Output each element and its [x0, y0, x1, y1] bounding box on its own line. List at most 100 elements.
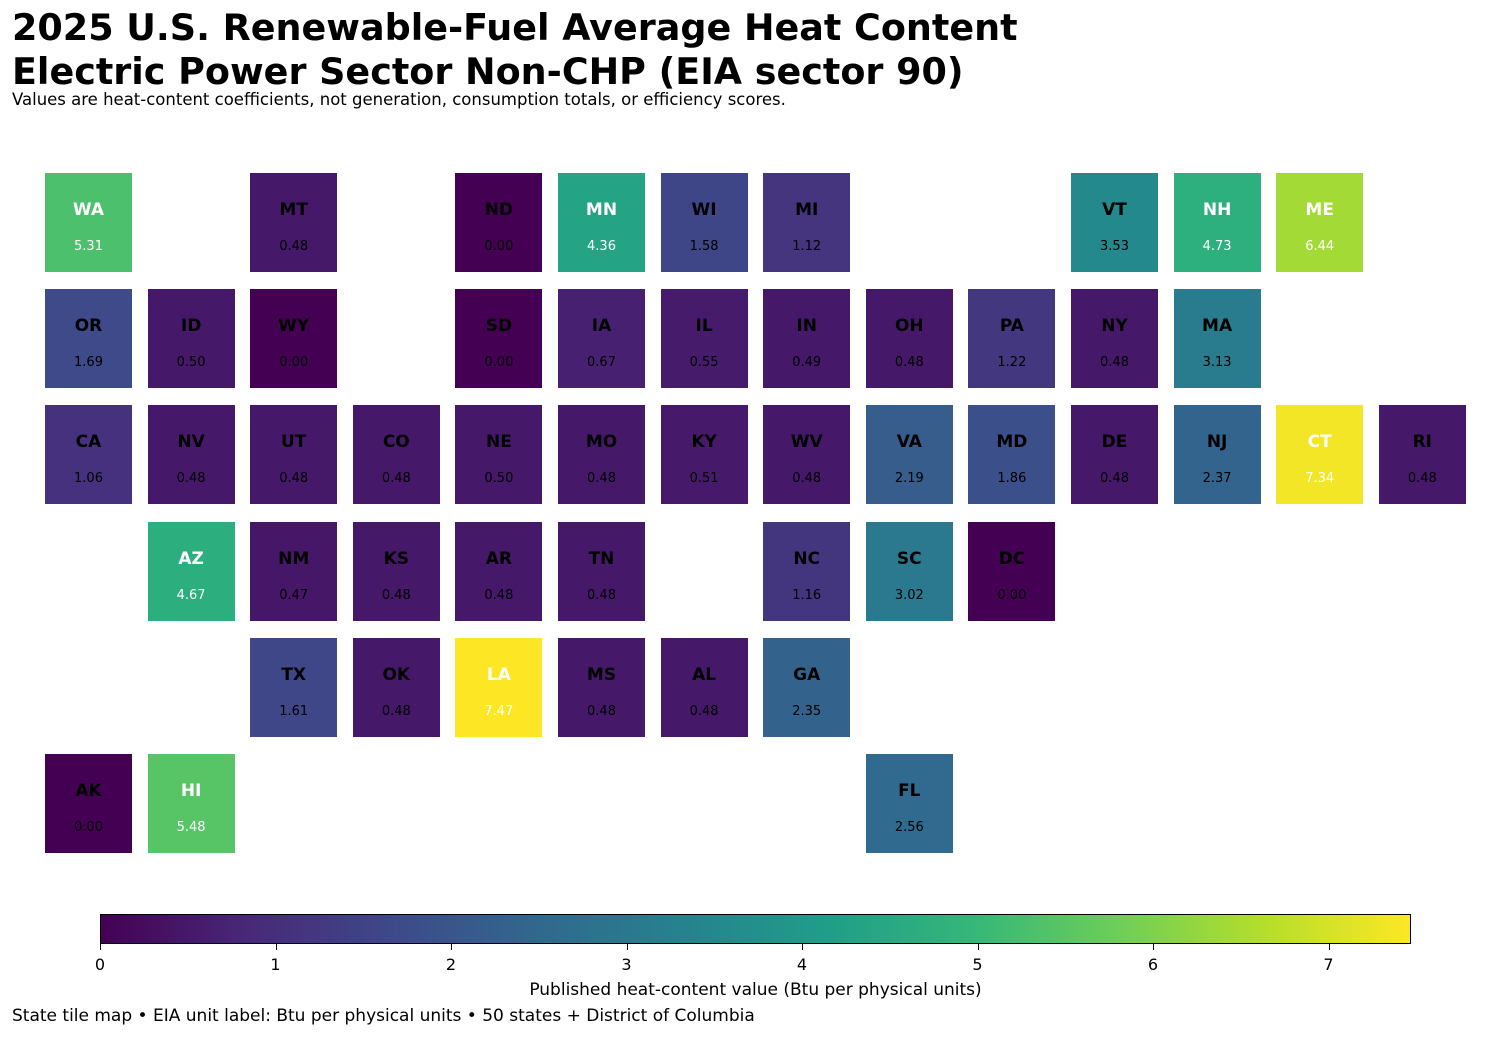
state-value: 0.48 — [484, 587, 514, 603]
state-value: 0.48 — [894, 355, 924, 371]
state-value: 0.48 — [279, 471, 309, 487]
state-value: 0.55 — [689, 355, 719, 371]
state-value: 6.44 — [1305, 239, 1335, 254]
state-tile-ia: IA 0.67 — [558, 289, 645, 389]
state-tile-ma: MA 3.13 — [1173, 289, 1261, 389]
state-tile-va: VA 2.19 — [865, 405, 953, 505]
state-value: 0.48 — [587, 703, 616, 719]
chart-title-line-2: Electric Power Sector Non-CHP (EIA secto… — [12, 50, 964, 93]
state-tile-hi: HI 5.48 — [147, 754, 235, 853]
state-value: 0.67 — [587, 355, 616, 371]
state-value: 4.67 — [176, 587, 206, 603]
state-value: 1.12 — [792, 239, 822, 254]
colorbar-tick — [100, 944, 101, 950]
state-abbr: MN — [585, 200, 618, 220]
state-abbr: VA — [896, 432, 922, 453]
state-abbr: SC — [896, 548, 922, 569]
state-abbr: WI — [691, 200, 717, 220]
state-abbr: CT — [1307, 432, 1332, 453]
state-value: 5.48 — [176, 820, 206, 835]
state-abbr: ND — [484, 200, 514, 220]
state-value: 1.22 — [997, 355, 1027, 371]
state-abbr: NC — [793, 548, 821, 569]
state-tile-co: CO 0.48 — [352, 405, 440, 505]
state-value: 1.69 — [74, 355, 103, 371]
state-value: 0.00 — [484, 239, 514, 254]
state-abbr: KY — [691, 432, 717, 453]
state-tile-ne: NE 0.50 — [455, 405, 543, 505]
chart-title-line-1: 2025 U.S. Renewable-Fuel Average Heat Co… — [12, 6, 1018, 49]
state-abbr: VT — [1102, 200, 1127, 220]
state-value: 2.35 — [792, 703, 822, 719]
colorbar-tick-label: 1 — [270, 955, 281, 974]
state-abbr: AK — [75, 781, 102, 801]
state-value: 1.16 — [792, 587, 822, 603]
state-abbr: GA — [793, 664, 821, 685]
colorbar-tick-label: 6 — [1147, 955, 1159, 974]
state-abbr: AR — [485, 548, 513, 569]
state-tile-nc: NC 1.16 — [763, 521, 851, 621]
colorbar-tick — [275, 944, 277, 950]
state-value: 0.50 — [484, 471, 514, 487]
state-tile-ky: KY 0.51 — [660, 405, 748, 505]
state-abbr: PA — [999, 316, 1024, 337]
state-abbr: NM — [278, 548, 310, 569]
state-tile-sd: SD 0.00 — [455, 289, 543, 389]
state-abbr: MA — [1202, 316, 1233, 337]
state-value: 0.48 — [792, 471, 822, 487]
state-abbr: OK — [382, 664, 411, 685]
state-abbr: CO — [382, 432, 410, 453]
state-abbr: KS — [383, 548, 409, 569]
state-tile-ca: CA 1.06 — [45, 405, 132, 505]
state-tile-tn: TN 0.48 — [558, 521, 645, 621]
colorbar-tick — [1153, 944, 1154, 950]
state-value: 0.48 — [279, 239, 309, 254]
state-tile-ak: AK 0.00 — [45, 754, 132, 853]
state-abbr: UT — [280, 432, 307, 453]
colorbar-tick-label: 2 — [445, 955, 457, 974]
state-abbr: MI — [795, 200, 819, 220]
state-value: 2.56 — [894, 820, 924, 835]
state-tile-nh: NH 4.73 — [1173, 173, 1261, 272]
state-tile-al: AL 0.48 — [660, 637, 748, 737]
state-value: 0.00 — [484, 355, 514, 371]
state-value: 1.06 — [74, 471, 103, 487]
state-tile-il: IL 0.55 — [660, 289, 748, 389]
state-abbr: MS — [586, 664, 617, 685]
colorbar-tick — [1328, 944, 1330, 950]
state-abbr: AZ — [178, 548, 204, 569]
state-tile-me: ME 6.44 — [1276, 173, 1364, 272]
state-abbr: OH — [894, 316, 924, 337]
state-tile-mn: MN 4.36 — [558, 173, 645, 272]
state-tile-ar: AR 0.48 — [455, 521, 543, 621]
chart-title: 2025 U.S. Renewable-Fuel Average Heat Co… — [12, 6, 1018, 94]
state-value: 3.13 — [1202, 355, 1232, 371]
colorbar-label: Published heat-content value (Btu per ph… — [529, 980, 982, 1000]
state-tile-nj: NJ 2.37 — [1173, 405, 1261, 505]
state-abbr: ID — [180, 316, 202, 337]
state-value: 7.47 — [484, 703, 514, 719]
colorbar-tick — [451, 944, 452, 950]
state-value: 0.48 — [381, 703, 411, 719]
state-tile-de: DE 0.48 — [1071, 405, 1158, 505]
state-tile-or: OR 1.69 — [45, 289, 132, 389]
state-abbr: FL — [898, 781, 921, 801]
state-tile-in: IN 0.49 — [763, 289, 851, 389]
state-value: 7.34 — [1305, 471, 1335, 487]
colorbar-gradient — [100, 914, 1411, 944]
state-tile-fl: FL 2.56 — [865, 754, 953, 853]
state-value: 0.48 — [1100, 355, 1129, 371]
state-value: 4.36 — [587, 239, 616, 254]
state-tile-oh: OH 0.48 — [865, 289, 953, 389]
state-abbr: TN — [588, 548, 615, 569]
state-tile-id: ID 0.50 — [147, 289, 235, 389]
state-abbr: RI — [1412, 432, 1432, 453]
colorbar-tick — [626, 944, 628, 950]
state-abbr: WV — [790, 432, 823, 453]
state-abbr: IN — [796, 316, 817, 337]
state-abbr: OR — [74, 316, 103, 337]
state-tile-md: MD 1.86 — [968, 405, 1056, 505]
state-tile-ks: KS 0.48 — [352, 521, 440, 621]
state-abbr: NH — [1202, 200, 1232, 220]
state-value: 2.19 — [894, 471, 924, 487]
